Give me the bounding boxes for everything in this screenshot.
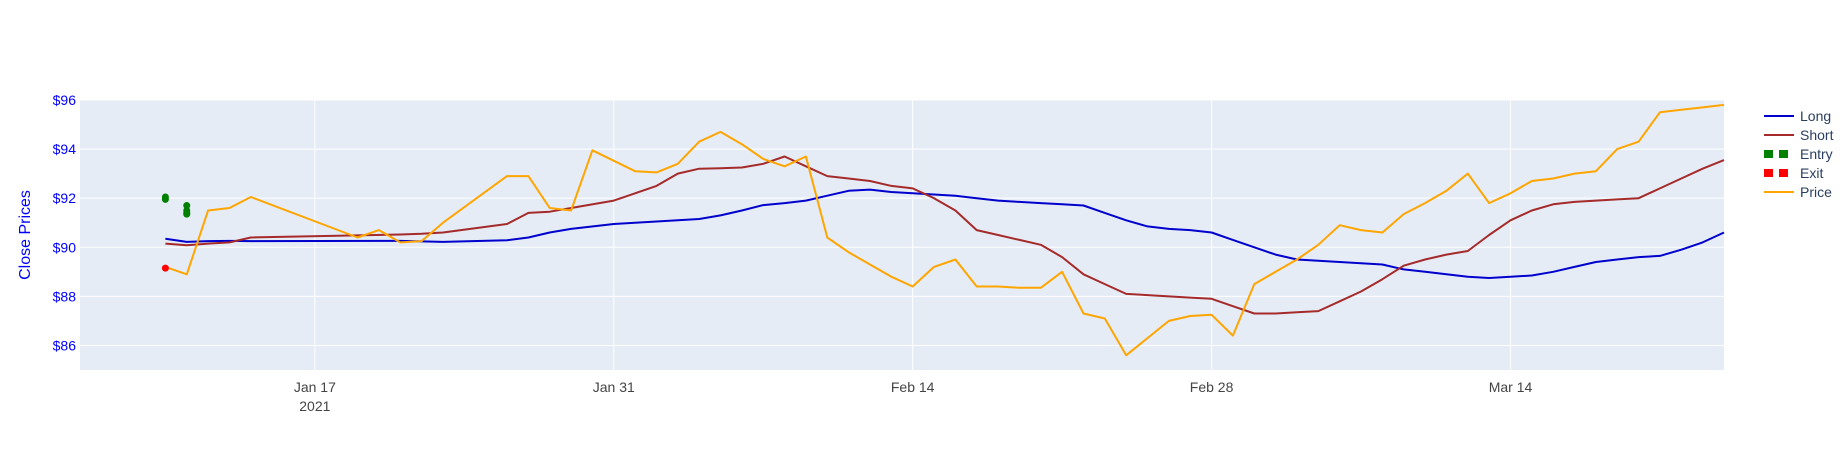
- legend-item-entry[interactable]: Entry: [1764, 146, 1833, 162]
- grid-lines: [80, 99, 1724, 370]
- entry-marker: [161, 195, 169, 203]
- x-tick-label: Feb 28: [1190, 379, 1234, 395]
- y-tick-label: $88: [53, 288, 77, 304]
- exit-marker: [161, 264, 169, 272]
- y-axis-label: Close Prices: [17, 190, 34, 280]
- entry-marker: [183, 202, 191, 210]
- legend-item-exit[interactable]: Exit: [1764, 165, 1823, 181]
- legend-item-short[interactable]: Short: [1764, 127, 1834, 143]
- price-series-line: [165, 103, 1725, 357]
- x-tick-label: Mar 14: [1489, 379, 1533, 395]
- y-axis-ticks: $86 $88 $90 $92 $94 $96: [53, 92, 77, 353]
- entry-marker: [183, 210, 191, 218]
- legend-item-long[interactable]: Long: [1764, 108, 1831, 124]
- series-layer: [161, 103, 1725, 357]
- x-axis-ticks: Jan 17 2021 Jan 31 Feb 14 Feb 28 Mar 14: [294, 379, 1533, 414]
- legend[interactable]: Long Short Entry Exit Price: [1764, 108, 1834, 200]
- legend-item-price[interactable]: Price: [1764, 184, 1832, 200]
- legend-label-price: Price: [1800, 184, 1832, 200]
- x-tick-label: Jan 17: [294, 379, 336, 395]
- legend-label-long: Long: [1800, 108, 1831, 124]
- y-tick-label: $94: [53, 141, 77, 157]
- y-tick-label: $86: [53, 337, 77, 353]
- legend-label-short: Short: [1800, 127, 1834, 143]
- legend-label-exit: Exit: [1800, 165, 1823, 181]
- x-year-label: 2021: [299, 398, 330, 414]
- y-tick-label: $96: [53, 92, 77, 108]
- y-tick-label: $92: [53, 190, 77, 206]
- y-tick-label: $90: [53, 239, 77, 255]
- x-tick-label: Jan 31: [593, 379, 635, 395]
- legend-label-entry: Entry: [1800, 146, 1833, 162]
- x-tick-label: Feb 14: [891, 379, 935, 395]
- long-series-line: [165, 188, 1725, 279]
